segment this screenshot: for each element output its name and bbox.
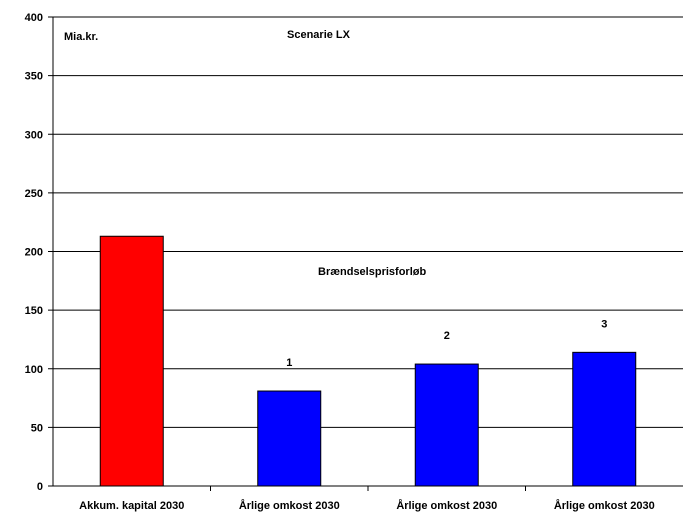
y-tick-label: 0 <box>37 481 43 493</box>
bar-label: 1 <box>286 357 292 369</box>
y-tick-label: 150 <box>25 305 43 317</box>
x-axis-labels: Akkum. kapital 2030 Årlige omkost 2030 Årl… <box>79 499 655 512</box>
bar <box>99 235 164 487</box>
y-axis-ticks: 0 50 100 150 200 250 300 350 400 <box>25 12 53 493</box>
y-tick-label: 200 <box>25 247 43 259</box>
bar-label: 2 <box>444 330 450 342</box>
bar <box>572 351 637 487</box>
x-tick-label: Årlige omkost 2030 <box>239 499 340 512</box>
chart-title: Scenarie LX <box>287 29 351 41</box>
y-tick-label: 250 <box>25 188 43 200</box>
x-tick-label: Årlige omkost 2030 <box>554 499 655 512</box>
bar <box>414 363 479 487</box>
y-tick-label: 100 <box>25 364 43 376</box>
y-axis-label: Mia.kr. <box>64 31 98 43</box>
x-tick-label: Årlige omkost 2030 <box>396 499 497 512</box>
bars <box>99 235 637 487</box>
y-tick-label: 400 <box>25 12 43 24</box>
bar-annotations: 1 2 3 <box>210 318 607 491</box>
x-tick-label: Akkum. kapital 2030 <box>79 500 184 512</box>
group-annotation: Brændselsprisforløb <box>318 266 426 278</box>
y-tick-label: 50 <box>31 422 43 434</box>
y-tick-label: 350 <box>25 71 43 83</box>
y-tick-label: 300 <box>25 129 43 141</box>
bar-label: 3 <box>601 318 607 330</box>
bar <box>257 390 322 487</box>
